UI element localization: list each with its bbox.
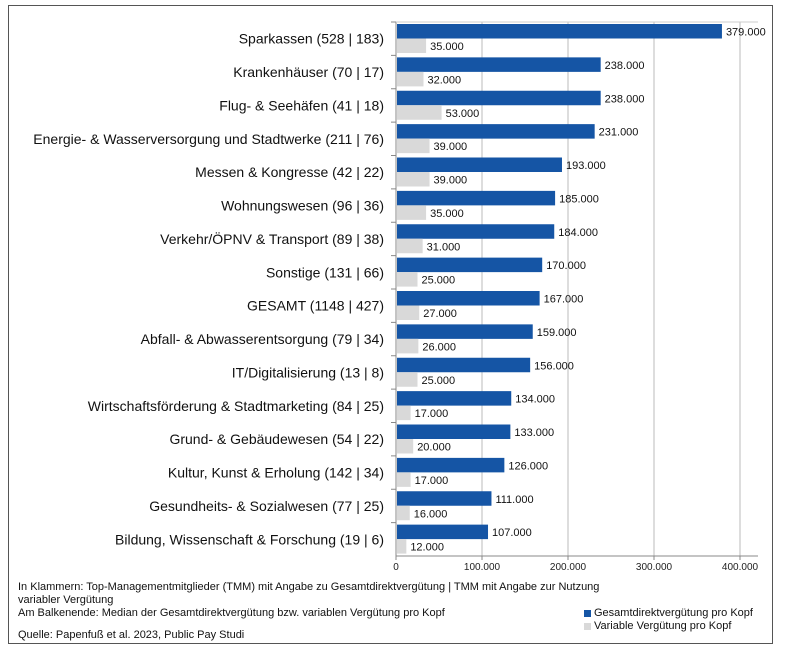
category-label: Sonstige (131 | 66) — [266, 264, 384, 280]
legend-swatch — [584, 609, 591, 617]
data-label: 134.000 — [515, 394, 555, 406]
x-tick-label: 200.000 — [550, 562, 587, 573]
data-label: 156.000 — [534, 360, 574, 372]
total-bar — [397, 124, 595, 139]
note-line-2: variabler Vergütung — [18, 594, 114, 606]
total-bar — [397, 391, 512, 406]
data-label: 193.000 — [566, 160, 606, 172]
total-bar — [397, 90, 601, 106]
total-bar — [397, 291, 540, 306]
variable-bar — [397, 372, 418, 387]
category-label: Kultur, Kunst & Erholung (142 | 34) — [168, 465, 384, 481]
data-label: 111.000 — [495, 494, 533, 506]
data-label: 35.000 — [430, 41, 464, 53]
category-label: Wohnungswesen (96 | 36) — [221, 198, 384, 214]
total-bar — [397, 57, 601, 72]
variable-bar — [397, 539, 407, 554]
data-label: 25.000 — [422, 375, 456, 387]
total-bar — [397, 24, 722, 39]
data-label: 27.000 — [423, 308, 457, 320]
chart-frame — [8, 5, 773, 644]
note-line-1: In Klammern: Top-Managementmitglieder (T… — [18, 581, 600, 593]
variable-bar — [397, 38, 427, 53]
variable-bar — [397, 71, 424, 87]
data-label: 16.000 — [414, 508, 448, 520]
x-tick-label: 100.000 — [464, 562, 501, 573]
total-bar — [397, 224, 555, 239]
data-label: 238.000 — [605, 60, 645, 72]
data-label: 126.000 — [508, 460, 548, 472]
total-bar — [397, 190, 556, 206]
variable-bar — [397, 272, 418, 287]
category-label: Krankenhäuser (70 | 17) — [233, 64, 384, 80]
data-label: 35.000 — [430, 208, 464, 220]
variable-bar — [397, 238, 423, 254]
x-tick-label: 0 — [393, 562, 399, 573]
data-label: 32.000 — [428, 74, 462, 86]
category-label: Gesundheits- & Sozialwesen (77 | 25) — [149, 498, 384, 514]
total-bar — [397, 491, 492, 506]
legend-label: Variable Vergütung pro Kopf — [594, 620, 732, 632]
data-label: 53.000 — [446, 108, 480, 120]
data-label: 20.000 — [417, 442, 451, 454]
data-label: 12.000 — [410, 542, 444, 554]
variable-bar — [397, 105, 442, 120]
category-label: Messen & Kongresse (42 | 22) — [195, 164, 384, 180]
total-bar — [397, 524, 489, 540]
data-label: 167.000 — [544, 294, 584, 306]
legend-label: Gesamtdirektvergütung pro Kopf — [594, 607, 753, 619]
source-note: Quelle: Papenfuß et al. 2023, Public Pay… — [18, 629, 245, 641]
category-label: Flug- & Seehäfen (41 | 18) — [219, 97, 384, 113]
total-bar — [397, 157, 562, 172]
total-bar — [397, 257, 543, 273]
data-label: 39.000 — [434, 141, 468, 153]
variable-bar — [397, 338, 419, 354]
data-label: 39.000 — [434, 175, 468, 187]
category-label: IT/Digitalisierung (13 | 8) — [232, 364, 384, 380]
category-label: Energie- & Wasserversorgung und Stadtwer… — [33, 131, 384, 147]
variable-bar — [397, 138, 430, 154]
category-label: Grund- & Gebäudewesen (54 | 22) — [169, 431, 384, 447]
category-label: GESAMT (1148 | 427) — [247, 298, 384, 314]
x-tick-label: 400.000 — [722, 562, 759, 573]
category-label: Bildung, Wissenschaft & Forschung (19 | … — [115, 531, 384, 547]
data-label: 25.000 — [422, 275, 456, 287]
variable-bar — [397, 172, 430, 187]
variable-bar — [397, 472, 411, 487]
data-label: 159.000 — [537, 327, 577, 339]
data-label: 238.000 — [605, 93, 645, 105]
data-label: 185.000 — [559, 193, 599, 205]
legend-item-variable: Variable Vergütung pro Kopf — [584, 620, 731, 632]
data-label: 379.000 — [726, 27, 766, 39]
data-label: 170.000 — [546, 260, 586, 272]
data-label: 184.000 — [558, 227, 598, 239]
note-line-3: Am Balkenende: Median der Gesamtdirektve… — [18, 607, 445, 619]
total-bar — [397, 457, 505, 473]
data-label: 17.000 — [415, 475, 449, 487]
x-tick-label: 300.000 — [636, 562, 673, 573]
data-label: 231.000 — [599, 127, 639, 139]
total-bar — [397, 324, 533, 339]
variable-bar — [397, 405, 411, 421]
legend-item-total: Gesamtdirektvergütung pro Kopf — [584, 607, 753, 619]
category-label: Sparkassen (528 | 183) — [239, 31, 384, 47]
data-label: 31.000 — [427, 241, 461, 253]
data-label: 107.000 — [492, 527, 532, 539]
variable-bar — [397, 205, 427, 220]
data-label: 26.000 — [422, 341, 456, 353]
total-bar — [397, 424, 511, 439]
variable-bar — [397, 439, 414, 454]
data-label: 17.000 — [415, 408, 449, 420]
variable-bar — [397, 505, 410, 521]
total-bar — [397, 357, 531, 373]
data-label: 133.000 — [514, 427, 554, 439]
variable-bar — [397, 305, 420, 320]
category-label: Verkehr/ÖPNV & Transport (89 | 38) — [160, 230, 384, 247]
category-label: Abfall- & Abwasserentsorgung (79 | 34) — [141, 331, 384, 347]
category-label: Wirtschaftsförderung & Stadtmarketing (8… — [88, 398, 384, 414]
legend-swatch — [584, 622, 591, 630]
